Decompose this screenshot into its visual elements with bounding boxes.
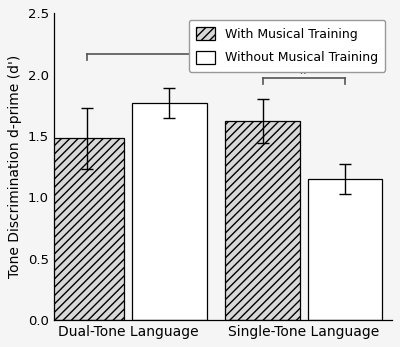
Bar [308,179,382,320]
Bar [50,138,124,320]
Text: #: # [298,62,310,77]
Legend: With Musical Training, Without Musical Training: With Musical Training, Without Musical T… [188,19,386,72]
Bar [132,103,206,320]
Y-axis label: Tone Discrimination d-prime (d'): Tone Discrimination d-prime (d') [8,55,22,278]
Bar [226,121,300,320]
Text: *: * [199,37,206,52]
